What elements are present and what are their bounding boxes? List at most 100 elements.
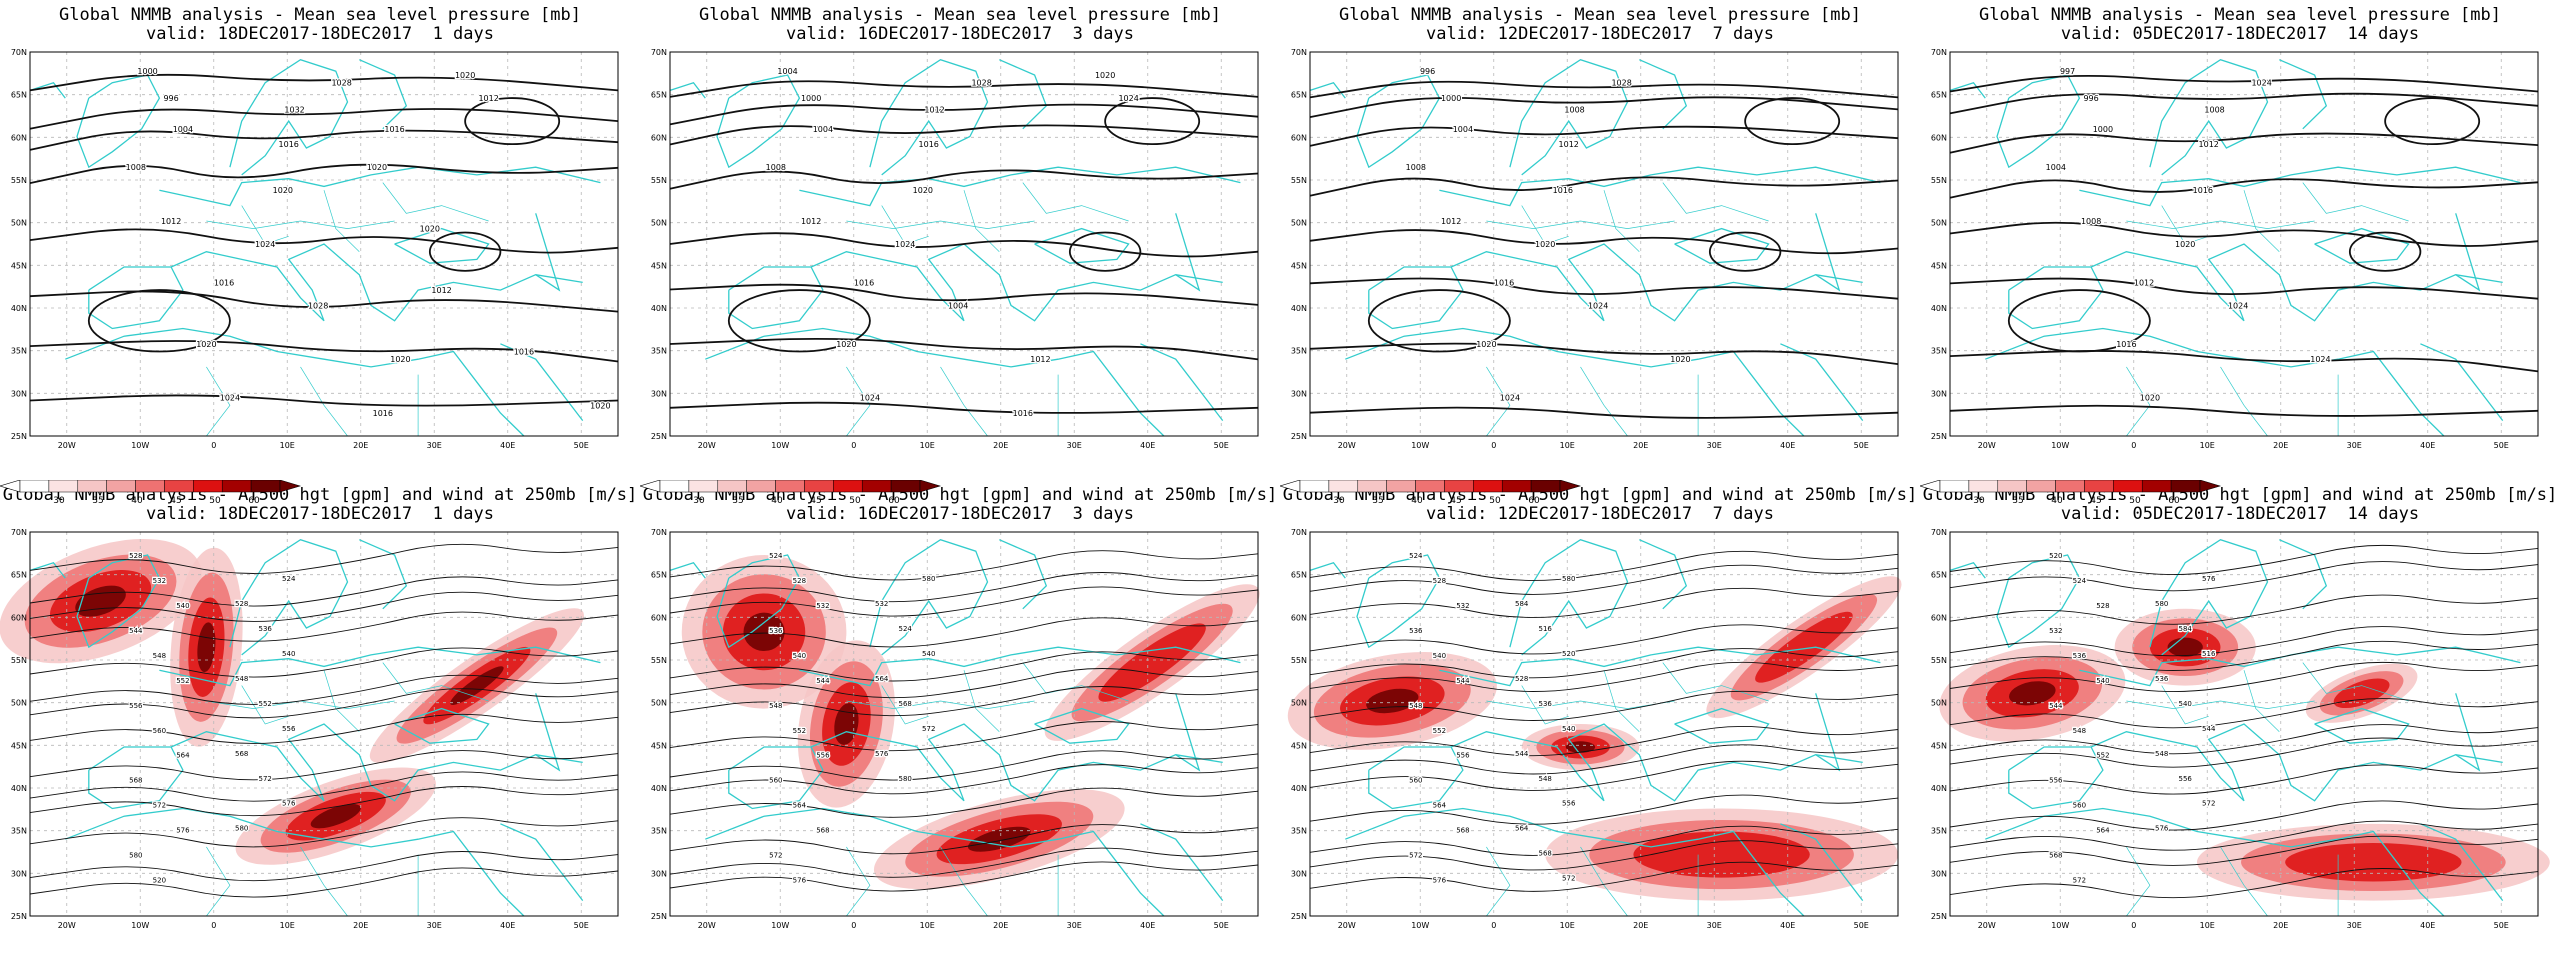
lat-tick-label: 50N: [11, 219, 27, 228]
lat-tick-label: 40N: [1931, 784, 1947, 793]
colorbar-tick-label: 60: [248, 496, 260, 506]
contour-label: 1008: [1564, 106, 1584, 115]
coastline: [1450, 723, 1863, 802]
country-border: [241, 205, 289, 245]
coastline: [1985, 327, 2445, 437]
coastline: [1034, 707, 1130, 744]
hgt-wind-map: 70N 65N 60N 55N 50N 45N 40N 35N 30N 25N 20W 10W 0 10E…: [1287, 528, 1902, 930]
wind-speed-band: [2285, 843, 2462, 882]
contour-label: 544: [2202, 725, 2216, 733]
colorbar-swatch: [659, 480, 690, 493]
contour-label: 996: [163, 94, 178, 103]
closed-isobar: [2007, 289, 2151, 353]
lon-tick-label: 30E: [1707, 921, 1722, 930]
closed-isobar: [87, 289, 231, 353]
contour-labels: 528 532 540 544 548 552 556 560 564 568 572 576 580 5…: [128, 551, 297, 886]
country-borders: [846, 662, 1129, 917]
isobar: [1309, 176, 1899, 197]
contour-label: 564: [875, 675, 889, 683]
contour-label: 1024: [895, 240, 915, 249]
country-border: [846, 846, 871, 917]
lat-tick-label: 60N: [11, 133, 27, 142]
contour-label: 524: [2073, 577, 2087, 585]
contour-label: 1020: [367, 163, 387, 172]
coastline: [1345, 327, 1805, 437]
isobars: [1309, 80, 1899, 419]
colorbar-tick-label: 45: [170, 496, 181, 506]
contour-label: 1008: [2081, 217, 2101, 226]
contour-label: 580: [899, 775, 912, 783]
wind-speed-band: [2167, 637, 2203, 657]
height-contour: [1309, 661, 1899, 692]
height-contour: [1949, 800, 2539, 831]
map-frame: 70N 65N 60N 55N 50N 45N 40N 35N 30N 25N 20W 10W 0 10E…: [1291, 528, 1898, 930]
coastline: [1345, 807, 1805, 917]
lon-tick-label: 30E: [1067, 921, 1082, 930]
height-contour: [1949, 868, 2539, 899]
contour-label: 1004: [2046, 163, 2066, 172]
colorbar-arrow-low: [0, 480, 21, 493]
coastline: [1949, 561, 1986, 579]
lon-tick-label: 40E: [1140, 441, 1155, 450]
contour-label: 1024: [2251, 79, 2271, 88]
lon-tick-label: 0: [851, 921, 856, 930]
lat-tick-label: 25N: [11, 912, 27, 921]
lon-tick-label: 0: [1491, 441, 1496, 450]
colorbar-swatch: [804, 480, 834, 493]
contour-label: 572: [2202, 800, 2215, 808]
contour-label: 580: [235, 825, 248, 833]
colorbar-swatch: [2170, 480, 2201, 493]
contour-label: 516: [1539, 625, 1553, 633]
contour-label: 528: [793, 577, 806, 585]
height-contour: [669, 686, 1259, 717]
lat-tick-label: 70N: [651, 48, 667, 57]
contour-labels: 1004 1000 1004 1008 1012 1016 1020 1024 1028 1012…: [764, 66, 1140, 419]
colorbar-arrow-low: [1280, 480, 1301, 493]
colorbar-tick-label: 50: [849, 496, 861, 506]
lat-tick-label: 30N: [651, 869, 667, 878]
panel-title: Global NMMB analysis - Mean sea level pr…: [59, 5, 581, 25]
lat-tick-label: 50N: [651, 699, 667, 708]
lon-tick-label: 10W: [131, 441, 149, 450]
contour-label: 552: [259, 700, 272, 708]
colorbar-swatch: [1444, 480, 1474, 493]
wind-shading: [0, 538, 584, 865]
lat-tick-label: 55N: [11, 176, 27, 185]
country-borders: [846, 182, 1129, 437]
colorbar-swatch: [717, 480, 747, 493]
isobar: [669, 401, 1259, 414]
coastline: [88, 746, 184, 810]
contour-label: 1000: [801, 94, 821, 103]
height-contour: [1309, 690, 1899, 721]
closed-isobar: [2384, 97, 2481, 146]
isobar: [29, 163, 619, 184]
lon-tick-label: 50E: [2494, 921, 2509, 930]
contour-label: 1020: [2175, 240, 2195, 249]
lat-tick-label: 70N: [1291, 528, 1307, 537]
coastline: [1509, 538, 1629, 656]
lon-tick-label: 10W: [2051, 921, 2069, 930]
contour-label: 1012: [2134, 278, 2154, 287]
lat-tick-label: 45N: [1291, 261, 1307, 270]
mslp-panel-3days: Global NMMB analysis - Mean sea level pr…: [640, 0, 1280, 480]
lat-tick-label: 65N: [11, 571, 27, 580]
contour-label: 1016: [2116, 340, 2136, 349]
height-contour: [1309, 648, 1899, 679]
country-border: [2302, 182, 2409, 222]
contour-label: 524: [282, 575, 296, 583]
lat-tick-label: 65N: [1931, 91, 1947, 100]
contour-label: 556: [2049, 777, 2063, 785]
contour-label: 997: [2060, 67, 2075, 76]
colorbar-swatch: [1530, 480, 1561, 493]
contour-label: 1020: [390, 355, 410, 364]
contour-label: 1024: [2228, 301, 2248, 310]
country-border: [2126, 700, 2315, 709]
coastline: [65, 327, 525, 437]
lon-tick-label: 10E: [2200, 441, 2215, 450]
coastline: [1368, 746, 1464, 810]
contour-label: 1028: [331, 79, 351, 88]
coastline: [229, 58, 349, 176]
contour-label: 556: [282, 725, 296, 733]
mslp-panel-7days: Global NMMB analysis - Mean sea level pr…: [1280, 0, 1920, 480]
height-contour: [1949, 835, 2539, 866]
